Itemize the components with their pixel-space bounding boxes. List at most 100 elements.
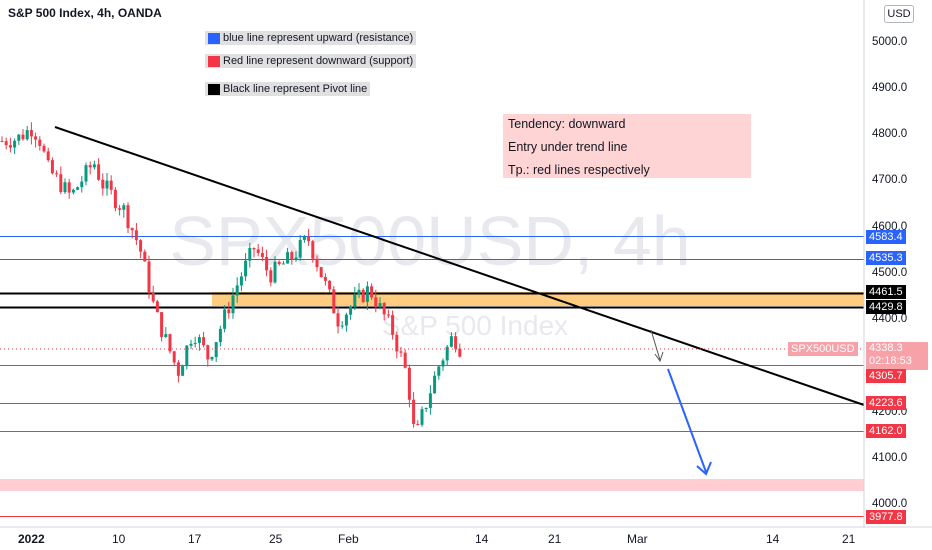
candle-body (218, 328, 222, 343)
candle-body (46, 151, 50, 161)
candle-body (340, 325, 344, 327)
candle-body (428, 393, 432, 408)
x-tick-label: Feb (338, 532, 359, 546)
y-tick-label: 4100.0 (872, 452, 908, 464)
symbol-label: SPX500USD (788, 342, 858, 356)
candle-body (445, 346, 449, 361)
candle-body (256, 249, 260, 254)
support-label-1: 4305.7 (866, 369, 906, 383)
candle-body (151, 292, 155, 302)
candle-body (239, 276, 243, 286)
candle-body (454, 336, 458, 349)
candle-body (8, 145, 12, 148)
candle-body (319, 267, 323, 278)
projection-arrow-shaft (667, 368, 707, 473)
candle-body (449, 336, 453, 347)
candle-body (412, 399, 416, 424)
x-tick-label: 14 (766, 532, 780, 546)
candle-body (67, 182, 71, 193)
candle-body (80, 181, 84, 188)
candle-body (50, 160, 54, 174)
candle-body (160, 312, 164, 337)
candle-body (38, 139, 42, 146)
support-label-3: 4162.0 (866, 424, 906, 438)
candle-body (176, 362, 180, 376)
candle-body (290, 252, 294, 260)
candle-body (391, 315, 395, 335)
tendency-text: Tendency: downward (508, 117, 626, 131)
projection-arrow-head (696, 461, 712, 476)
candle-body (286, 252, 290, 264)
candle-body (407, 367, 411, 400)
candle-body (344, 314, 348, 326)
y-tick-label: 4900.0 (872, 82, 908, 94)
candle-body (185, 345, 189, 367)
y-tick-label: 4800.0 (872, 128, 908, 140)
candle-body (122, 205, 126, 210)
candle-body (76, 187, 80, 190)
support-label-4: 3977.8 (866, 510, 906, 524)
entry-text: Entry under trend line (508, 140, 628, 154)
tp-text: Tp.: red lines respectively (508, 163, 650, 177)
resistance-label-2: 4535.3 (866, 251, 906, 265)
small-arrow-head (654, 351, 664, 363)
candle-body (63, 182, 67, 193)
currency-button[interactable]: USD (884, 5, 914, 23)
candle-body (399, 351, 403, 353)
horizontal-levels (0, 236, 864, 517)
candle-body (311, 241, 315, 259)
candle-body (193, 343, 197, 345)
candle-body (323, 277, 327, 281)
candle-body (235, 285, 239, 296)
x-tick-label: 10 (112, 532, 126, 546)
x-tick-label: 21 (548, 532, 562, 546)
candle-body (227, 309, 231, 314)
candle-body (118, 208, 122, 210)
bar-countdown: 02:18:53 (869, 355, 912, 367)
candle-body (231, 295, 235, 314)
candle-body (307, 236, 311, 242)
candle-body (105, 180, 109, 189)
candle-body (189, 343, 193, 346)
candle-body (336, 313, 340, 327)
candle-body (315, 258, 319, 268)
candle-body (248, 248, 252, 261)
candle-body (126, 205, 130, 229)
candle-body (197, 337, 201, 344)
candle-body (143, 251, 147, 262)
candle-body (139, 240, 143, 252)
candle-body (97, 164, 101, 180)
candle-body (223, 309, 227, 329)
candle-body (164, 334, 168, 337)
trend-line (54, 126, 865, 406)
pivot-label-1: 4461.5 (866, 285, 906, 299)
candle-body (395, 334, 399, 352)
candle-body (458, 348, 462, 357)
candle-body (59, 174, 63, 193)
candle-body (302, 236, 306, 240)
candle-body (252, 248, 256, 250)
analysis-text-box: Tendency: downward Entry under trend lin… (503, 114, 751, 178)
candle-body (109, 180, 113, 190)
candle-body (370, 286, 374, 298)
candle-body (29, 130, 33, 137)
blue-swatch-icon (208, 33, 220, 44)
candle-body (130, 228, 134, 231)
pivot-label-2: 4429.8 (866, 300, 906, 314)
y-tick-label: 4000.0 (872, 498, 908, 510)
current-price: 4338.3 (869, 342, 903, 354)
candle-body (92, 164, 96, 168)
candle-body (181, 366, 185, 376)
candle-body (403, 352, 407, 368)
candle-body (298, 239, 302, 258)
candle-body (55, 173, 59, 175)
legend-note-blue: blue line represent upward (resistance) (205, 31, 417, 45)
y-tick-label: 4400.0 (872, 313, 908, 325)
candle-body (386, 314, 390, 316)
current-price-label: 4338.3 02:18:53 (866, 342, 928, 370)
candle-body (172, 351, 176, 363)
support-label-2: 4223.6 (866, 396, 906, 410)
chart-title: S&P 500 Index, 4h, OANDA (8, 6, 162, 20)
x-tick-label: 25 (269, 532, 283, 546)
